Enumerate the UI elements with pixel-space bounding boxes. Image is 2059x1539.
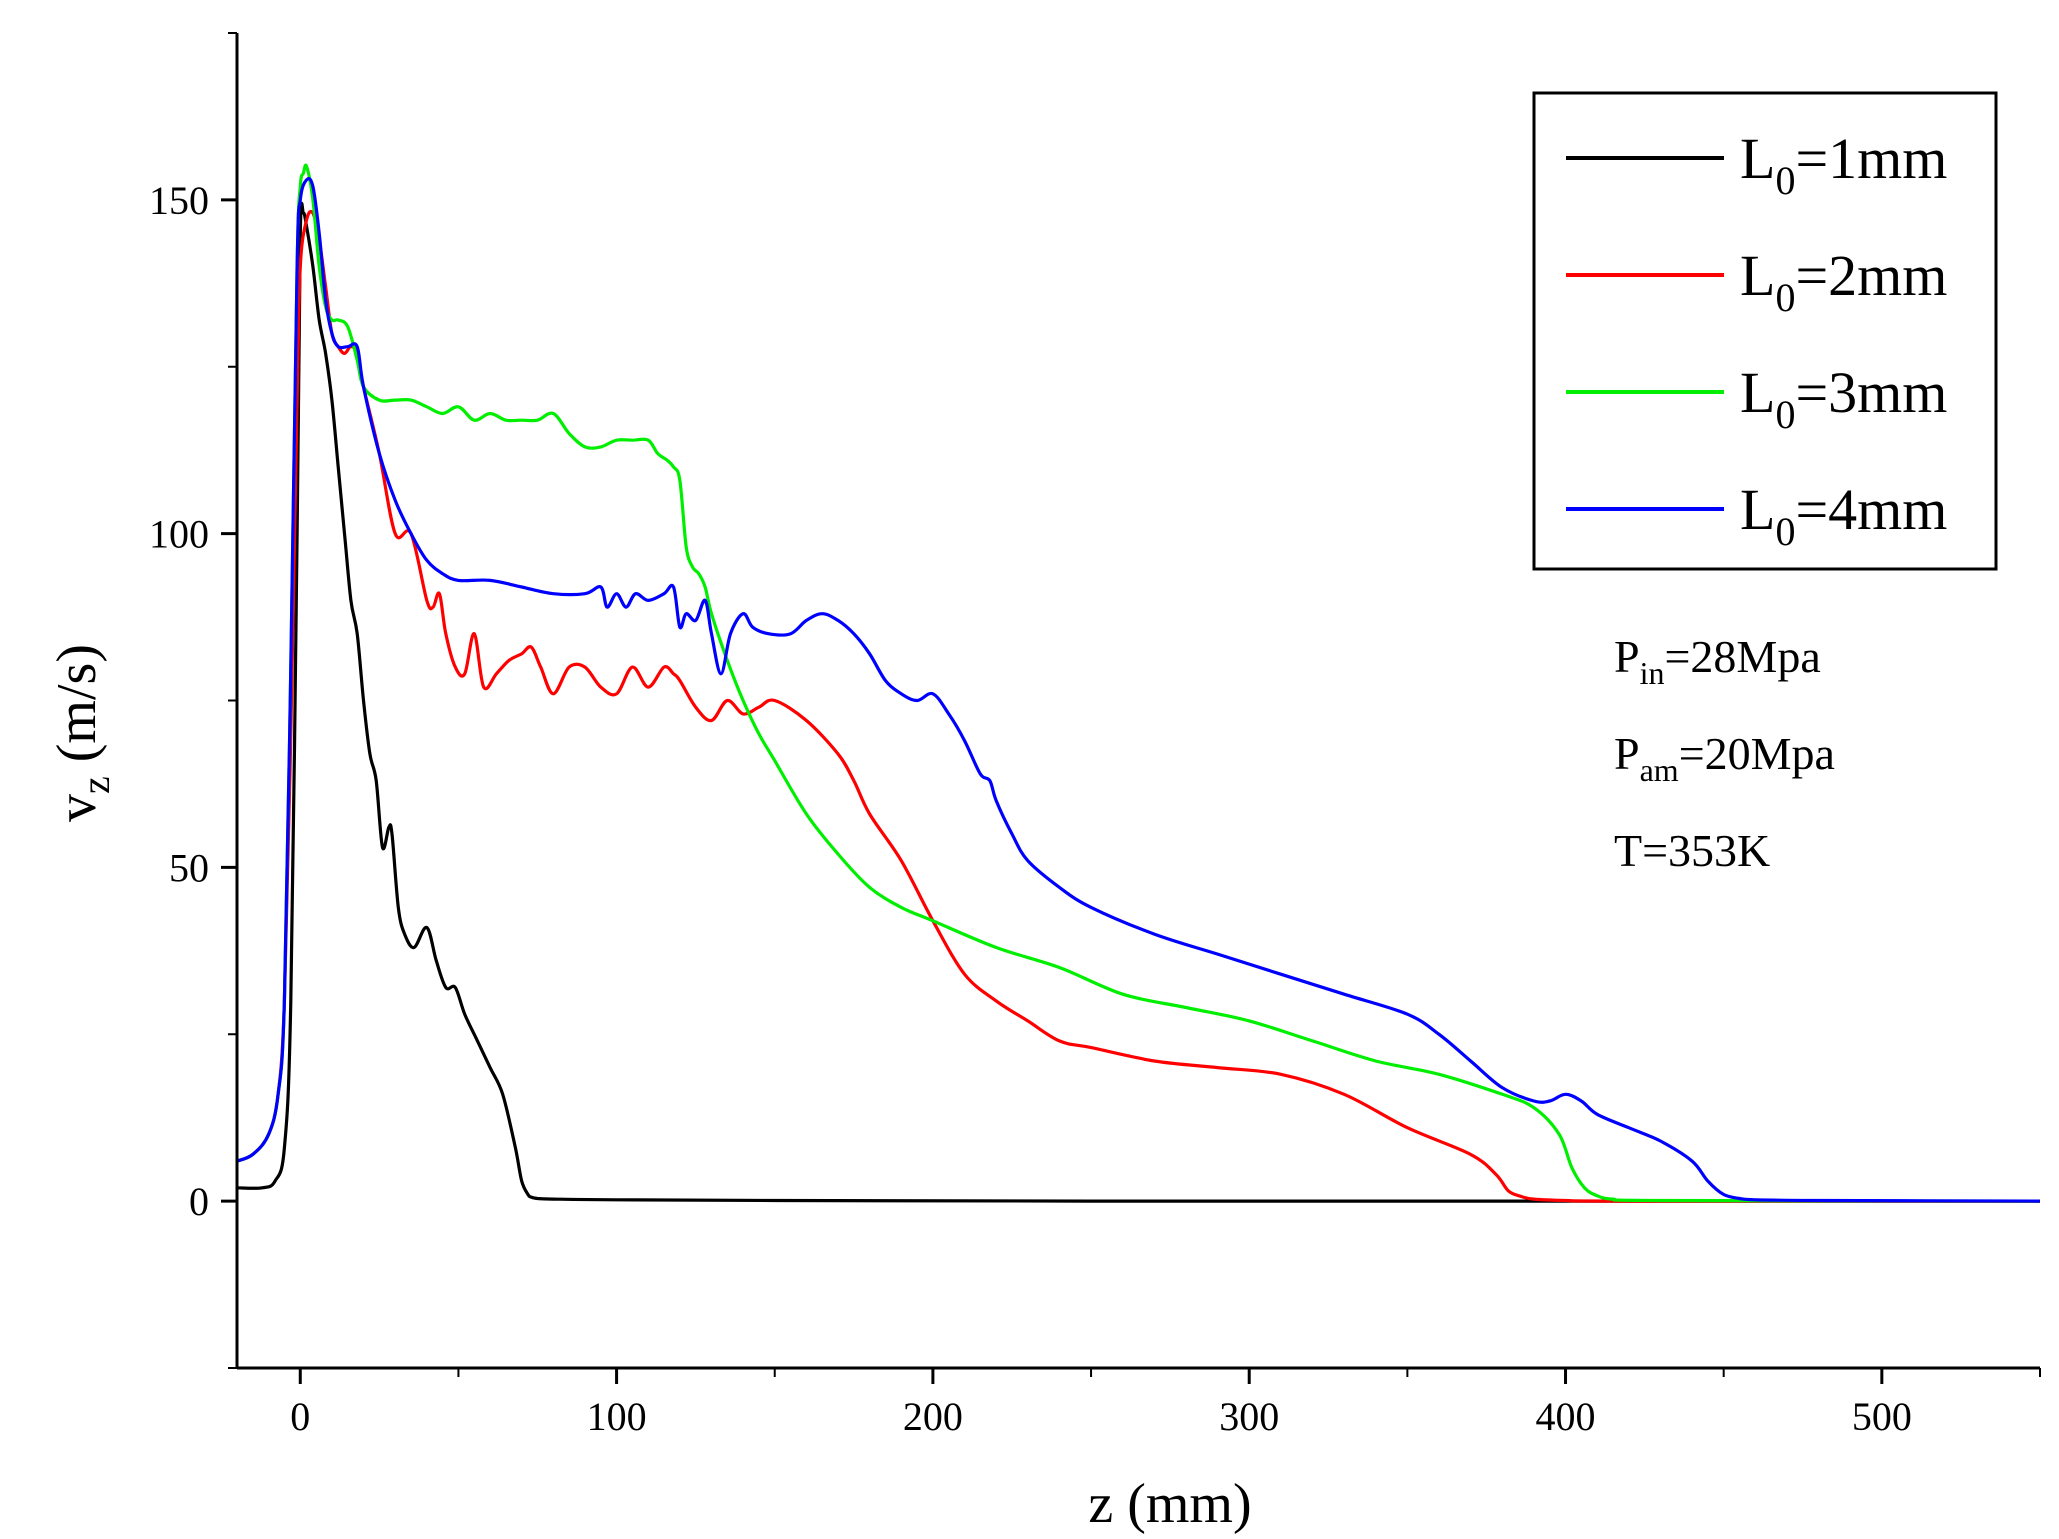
x-tick-label: 500 xyxy=(1852,1394,1912,1439)
legend-label-main: L xyxy=(1740,477,1775,542)
legend-box xyxy=(1532,91,1998,571)
x-tick-label: 100 xyxy=(587,1394,647,1439)
legend-label-rest: =4mm xyxy=(1795,477,1947,542)
y-axis-title-sub: z xyxy=(73,776,118,794)
annotation-1: Pin=28Mpa xyxy=(1614,631,1821,691)
x-tick-label: 400 xyxy=(1536,1394,1596,1439)
y-tick-label: 100 xyxy=(149,512,209,557)
series-line-3 xyxy=(236,163,2041,1203)
series-layer xyxy=(236,163,2041,1203)
legend-label-main: L xyxy=(1740,243,1775,308)
legend-label-sub: 0 xyxy=(1775,392,1795,437)
annotation-rest: =353K xyxy=(1642,825,1770,876)
x-axis-title: z (mm) xyxy=(1088,1473,1251,1535)
legend-label-rest: =1mm xyxy=(1795,126,1947,191)
annotation-main: P xyxy=(1614,631,1640,682)
legend-label-rest: =3mm xyxy=(1795,360,1947,425)
legend-label-2: L0=2mm xyxy=(1740,243,1947,320)
y-axis-title-main: v xyxy=(46,794,108,822)
legend-label-1: L0=1mm xyxy=(1740,126,1947,203)
legend-label-rest: =2mm xyxy=(1795,243,1947,308)
legend-label-sub: 0 xyxy=(1775,275,1795,320)
legend-label-4: L0=4mm xyxy=(1740,477,1947,554)
legend-label-main: L xyxy=(1740,126,1775,191)
x-tick-label: 200 xyxy=(903,1394,963,1439)
y-axis-title-unit: (m/s) xyxy=(46,644,108,776)
annotation-rest: =20Mpa xyxy=(1679,728,1835,779)
legend-label-3: L0=3mm xyxy=(1740,360,1947,437)
annotation-sub: in xyxy=(1640,655,1665,691)
y-tick-label: 0 xyxy=(189,1179,209,1224)
y-axis-title: vz (m/s) xyxy=(46,644,118,822)
annotation-sub: am xyxy=(1640,752,1679,788)
x-tick-label: 0 xyxy=(290,1394,310,1439)
y-tick-label: 50 xyxy=(169,845,209,890)
annotation-main: P xyxy=(1614,728,1640,779)
y-tick-label: 150 xyxy=(149,178,209,223)
x-tick-label: 300 xyxy=(1219,1394,1279,1439)
annotation-2: Pam=20Mpa xyxy=(1614,728,1835,788)
series-line-4 xyxy=(236,177,2041,1203)
axes-layer: 0 100 200 300 400 500 0 50 100 150 xyxy=(149,32,2041,1439)
annotation-main: T xyxy=(1614,825,1642,876)
legend-label-sub: 0 xyxy=(1775,158,1795,203)
annotation-3: T=353K xyxy=(1614,825,1770,876)
series-line-1 xyxy=(236,201,2040,1203)
legend-label-main: L xyxy=(1740,360,1775,425)
legend-label-sub: 0 xyxy=(1775,509,1795,554)
annotation-rest: =28Mpa xyxy=(1664,631,1820,682)
